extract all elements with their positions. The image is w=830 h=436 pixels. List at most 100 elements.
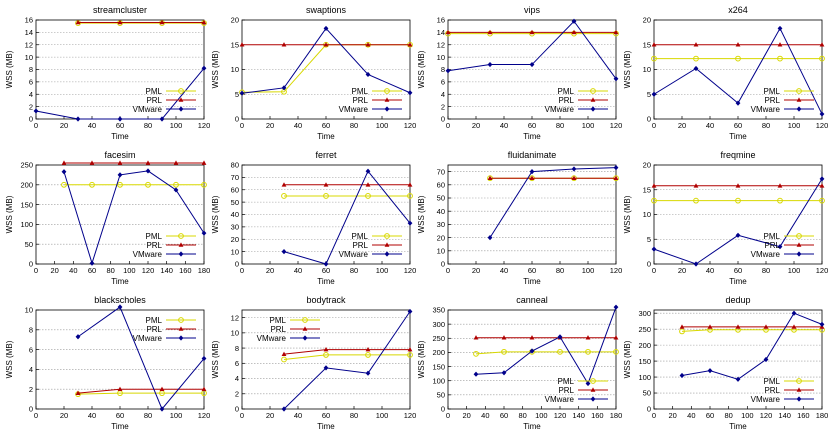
data-point [89,160,95,165]
data-point [75,19,81,25]
x-tick-label: 0 [652,266,656,275]
x-tick-label: 120 [404,266,417,275]
legend-marker [590,88,596,94]
series-line [283,311,411,410]
series-vmware [61,168,207,266]
legend-label: VMware [133,105,163,114]
y-tick-label: 8 [29,65,33,74]
data-point [819,197,825,204]
data-point [487,175,493,180]
x-tick-label: 100 [788,121,801,130]
chart-vips: vips 0 2 4 6 8 10 12 14 16 0 20 40 60 80 100 120 Time WSS … [417,5,622,141]
data-point [117,19,123,25]
data-point [557,334,563,340]
x-axis-label: Time [523,132,541,141]
data-point [819,55,825,62]
data-point [201,181,207,188]
y-tick-label: 150 [432,362,445,371]
data-point [487,235,493,241]
x-tick-label: 40 [500,266,508,275]
y-tick-label: 40 [437,207,445,216]
data-point [651,91,657,97]
y-tick-label: 60 [437,181,445,190]
data-point [159,406,165,412]
series-vmware [281,308,413,412]
y-tick-label: 70 [231,173,239,182]
data-point [529,61,535,68]
legend-label: PRL [558,386,574,395]
x-tick-label: 40 [294,121,302,130]
data-point [473,335,479,340]
y-tick-label: 2 [441,102,445,111]
data-point [571,175,577,180]
data-point [117,160,123,165]
y-tick-label: 6 [29,78,33,87]
x-tick-label: 140 [572,411,585,420]
legend-marker [796,97,802,102]
data-point [679,372,685,379]
x-axis-label: Time [729,132,747,141]
x-tick-label: 60 [322,121,330,130]
data-point [693,261,699,267]
x-tick-label: 120 [404,121,417,130]
data-point [735,183,741,188]
x-tick-label: 100 [535,411,548,420]
data-point [201,19,207,25]
legend-label: PML [558,87,575,96]
data-point [487,61,493,68]
y-tick-label: 10 [437,247,445,256]
y-tick-label: 8 [235,344,239,353]
data-point [613,165,619,171]
legend-marker [796,106,802,112]
data-point [651,55,657,62]
data-point [61,181,67,188]
data-point [365,352,371,358]
data-point [777,25,783,32]
data-point [323,193,329,199]
x-tick-label: 60 [322,266,330,275]
y-tick-label: 60 [231,185,239,194]
y-tick-label: 20 [231,235,239,244]
data-point [365,193,371,199]
data-point [819,111,825,117]
y-axis-label: WSS (MB) [623,50,632,88]
series-pml [75,20,207,26]
data-point [173,160,179,165]
y-tick-label: 10 [231,247,239,256]
plot-frame [35,164,205,265]
series-pml [473,348,619,357]
y-tick-label: 0 [235,405,239,414]
y-tick-label: 20 [643,161,651,170]
data-point [75,116,81,122]
legend-label: VMware [545,105,575,114]
series-vmware [281,168,413,267]
legend-label: PRL [270,325,286,334]
data-point [323,182,329,187]
x-tick-label: 20 [60,411,68,420]
y-tick-label: 80 [231,161,239,170]
chart-title: facesim [104,150,135,160]
y-tick-label: 10 [25,53,33,62]
data-point [613,348,619,355]
data-point [529,169,535,175]
data-point [585,348,591,355]
data-point [529,29,535,35]
plot-frame [653,164,823,265]
data-point [777,183,783,188]
y-tick-label: 250 [20,161,33,170]
data-point [407,42,413,47]
data-point [529,335,535,340]
data-point [239,90,245,96]
x-tick-label: 120 [404,411,417,420]
legend-marker [302,335,308,341]
y-axis-label: WSS (MB) [417,340,426,378]
y-tick-label: 2 [235,389,239,398]
legend-label: PML [146,87,163,96]
x-tick-label: 20 [472,266,480,275]
x-tick-label: 60 [322,411,330,420]
y-tick-label: 350 [432,306,445,315]
data-point [651,183,657,188]
